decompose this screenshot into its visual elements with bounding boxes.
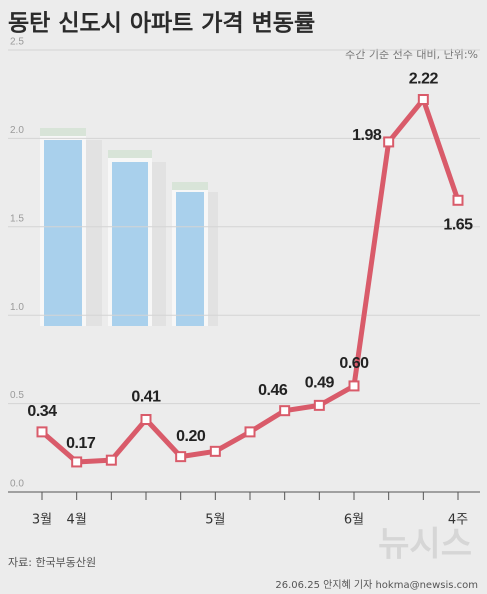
marker: [313, 399, 325, 411]
marker: [71, 456, 83, 468]
chart-title: 동탄 신도시 아파트 가격 변동률: [8, 11, 315, 37]
marker: [209, 445, 221, 457]
y-tick-label: 1.5: [10, 213, 24, 224]
marker: [279, 405, 291, 417]
data-label: 1.98: [352, 127, 382, 144]
x-tick-label: 4주: [448, 513, 468, 528]
data-label: 0.20: [176, 428, 206, 445]
y-tick-label: 1.0: [10, 302, 24, 313]
marker: [36, 426, 48, 438]
y-tick-label: 0.5: [10, 390, 24, 401]
marker: [452, 194, 464, 206]
marker: [244, 426, 256, 438]
x-tick-label: 5월: [205, 513, 225, 528]
marker: [383, 136, 395, 148]
y-tick-label: 2.5: [10, 37, 24, 48]
data-label: 2.22: [409, 71, 439, 88]
source: 자료: 한국부동산원: [8, 556, 96, 569]
data-label: 0.41: [131, 389, 161, 406]
data-label: 0.17: [66, 435, 96, 452]
marker: [417, 94, 429, 106]
x-tick-label: 6월: [344, 513, 364, 528]
data-label: 1.65: [443, 216, 473, 233]
data-label: 0.49: [305, 375, 335, 392]
marker: [175, 451, 187, 463]
marker: [348, 380, 360, 392]
x-tick-label: 4월: [67, 513, 87, 528]
chart-subtitle: 주간 기준 전주 대비, 단위:%: [345, 48, 478, 61]
data-label: 0.46: [258, 382, 288, 399]
y-tick-label: 0.0: [10, 479, 24, 490]
watermark: 뉴시스: [378, 525, 472, 565]
credit: 26.06.25 안지혜 기자 hokma@newsis.com: [275, 579, 478, 591]
data-label: 0.34: [27, 403, 57, 420]
data-label: 0.60: [339, 355, 369, 372]
y-tick-label: 2.0: [10, 125, 24, 136]
marker: [140, 414, 152, 426]
marker: [105, 454, 117, 466]
x-tick-label: 3월: [32, 513, 52, 528]
